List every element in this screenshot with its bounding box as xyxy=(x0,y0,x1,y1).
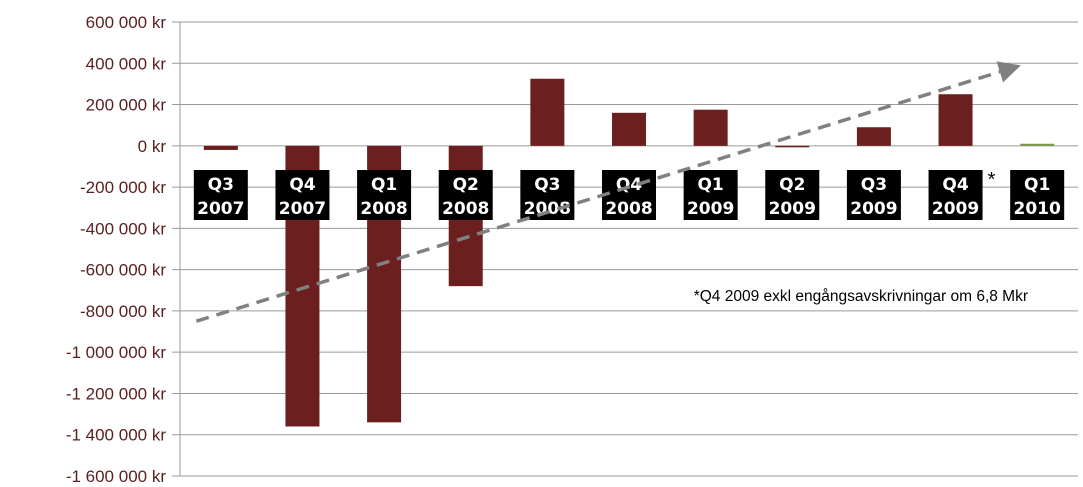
y-tick-label: -1 000 000 kr xyxy=(66,343,167,362)
category-label-quarter: Q1 xyxy=(371,175,397,195)
trend-arrow xyxy=(195,61,1021,323)
category-label-quarter: Q3 xyxy=(534,175,560,195)
category-label-year: 2008 xyxy=(442,199,489,219)
category-label-box xyxy=(275,170,330,220)
bar xyxy=(856,127,891,146)
category-label-year: 2007 xyxy=(279,199,326,219)
category-label-year: 2009 xyxy=(687,199,734,219)
bar xyxy=(203,145,238,150)
footnote-star-marker: * xyxy=(988,169,996,191)
category-label-box xyxy=(765,170,820,220)
category-label-year: 2009 xyxy=(769,199,816,219)
y-axis-tick-labels: 600 000 kr 400 000 kr 200 000 kr 0 kr -200 0… xyxy=(66,13,167,486)
y-tick-label: -400 000 kr xyxy=(80,219,166,238)
category-label-quarter: Q4 xyxy=(289,175,315,195)
category-label-box xyxy=(602,170,656,220)
footnote-annotation: *Q4 2009 exkl engångsavskrivningar om 6,… xyxy=(694,288,1028,305)
category-label-quarter: Q4 xyxy=(942,175,968,195)
bar xyxy=(1020,143,1055,146)
category-label-quarter: Q3 xyxy=(208,175,234,195)
y-tick-label: -800 000 kr xyxy=(80,302,166,321)
y-tick-label: -600 000 kr xyxy=(80,261,166,280)
category-label-quarter: Q3 xyxy=(861,175,887,195)
y-tick-label: -200 000 kr xyxy=(80,178,166,197)
y-tick-label: 400 000 kr xyxy=(86,54,167,73)
category-label-quarter: Q2 xyxy=(453,175,479,195)
bar xyxy=(612,112,646,146)
category-label-quarter: Q1 xyxy=(697,175,723,195)
category-label-box xyxy=(357,170,412,220)
bar xyxy=(775,145,810,148)
category-label-box xyxy=(193,170,248,220)
category-label-box xyxy=(928,170,983,220)
category-labels: Q3 2007 Q4 2007 Q1 2008 Q2 2008 Q3 2008 Q4 2008 Q1 20… xyxy=(193,170,1065,220)
category-label-quarter: Q1 xyxy=(1024,175,1050,195)
category-label-year: 2009 xyxy=(932,199,979,219)
y-tick-label: 600 000 kr xyxy=(86,13,167,32)
category-label-year: 2009 xyxy=(850,199,897,219)
category-label-year: 2010 xyxy=(1014,199,1061,219)
y-tick-label: 200 000 kr xyxy=(86,96,167,115)
y-tick-label: -1 400 000 kr xyxy=(66,426,167,445)
bar xyxy=(530,78,565,146)
bars xyxy=(203,78,1055,427)
y-tick-label: 0 kr xyxy=(138,137,167,156)
y-tick-label: -1 200 000 kr xyxy=(66,384,167,403)
trend-arrow-head xyxy=(996,61,1021,83)
category-label-box xyxy=(438,170,493,220)
category-label-quarter: Q2 xyxy=(779,175,805,195)
bar xyxy=(938,94,973,146)
category-label-year: 2008 xyxy=(360,199,407,219)
category-label-box xyxy=(846,170,901,220)
category-label-box xyxy=(1010,170,1065,220)
trend-arrow-line xyxy=(195,70,1001,323)
y-tick-label: -1 600 000 kr xyxy=(66,467,167,486)
category-label-year: 2008 xyxy=(524,199,571,219)
bar xyxy=(693,109,728,146)
category-label-year: 2008 xyxy=(605,199,652,219)
category-label-year: 2007 xyxy=(197,199,244,219)
category-label-box xyxy=(683,170,738,220)
